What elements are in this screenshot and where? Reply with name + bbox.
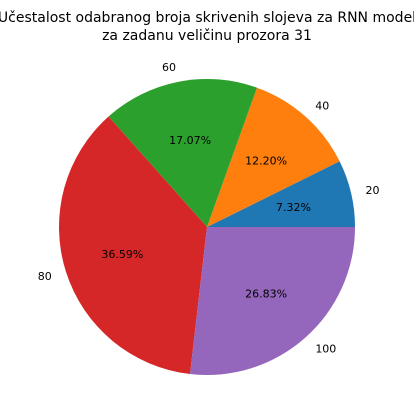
slice-percent-100: 26.83% (245, 287, 287, 300)
pie-labels: 20 7.32% 40 12.20% 60 17.07% 80 36.59% 100 26.83% (38, 61, 380, 355)
slice-label-20: 20 (366, 184, 380, 197)
pie-slices (59, 78, 355, 376)
chart-subtitle: za zadanu veličinu prozora 31 (102, 28, 312, 44)
slice-label-60: 60 (162, 61, 176, 74)
slice-percent-20: 7.32% (276, 201, 311, 214)
chart-title: Učestalost odabranog broja skrivenih slo… (0, 10, 414, 26)
slice-label-80: 80 (38, 270, 52, 283)
pie-slice-20 (207, 161, 355, 227)
pie-slice-60 (108, 78, 257, 227)
slice-percent-60: 17.07% (169, 134, 211, 147)
slice-percent-40: 12.20% (245, 155, 287, 168)
pie-slice-80 (59, 116, 207, 375)
slice-label-100: 100 (315, 343, 336, 356)
slice-percent-80: 36.59% (101, 248, 143, 261)
pie-slice-100 (190, 227, 355, 376)
slice-label-40: 40 (315, 99, 329, 112)
pie-slice-40 (207, 87, 340, 227)
